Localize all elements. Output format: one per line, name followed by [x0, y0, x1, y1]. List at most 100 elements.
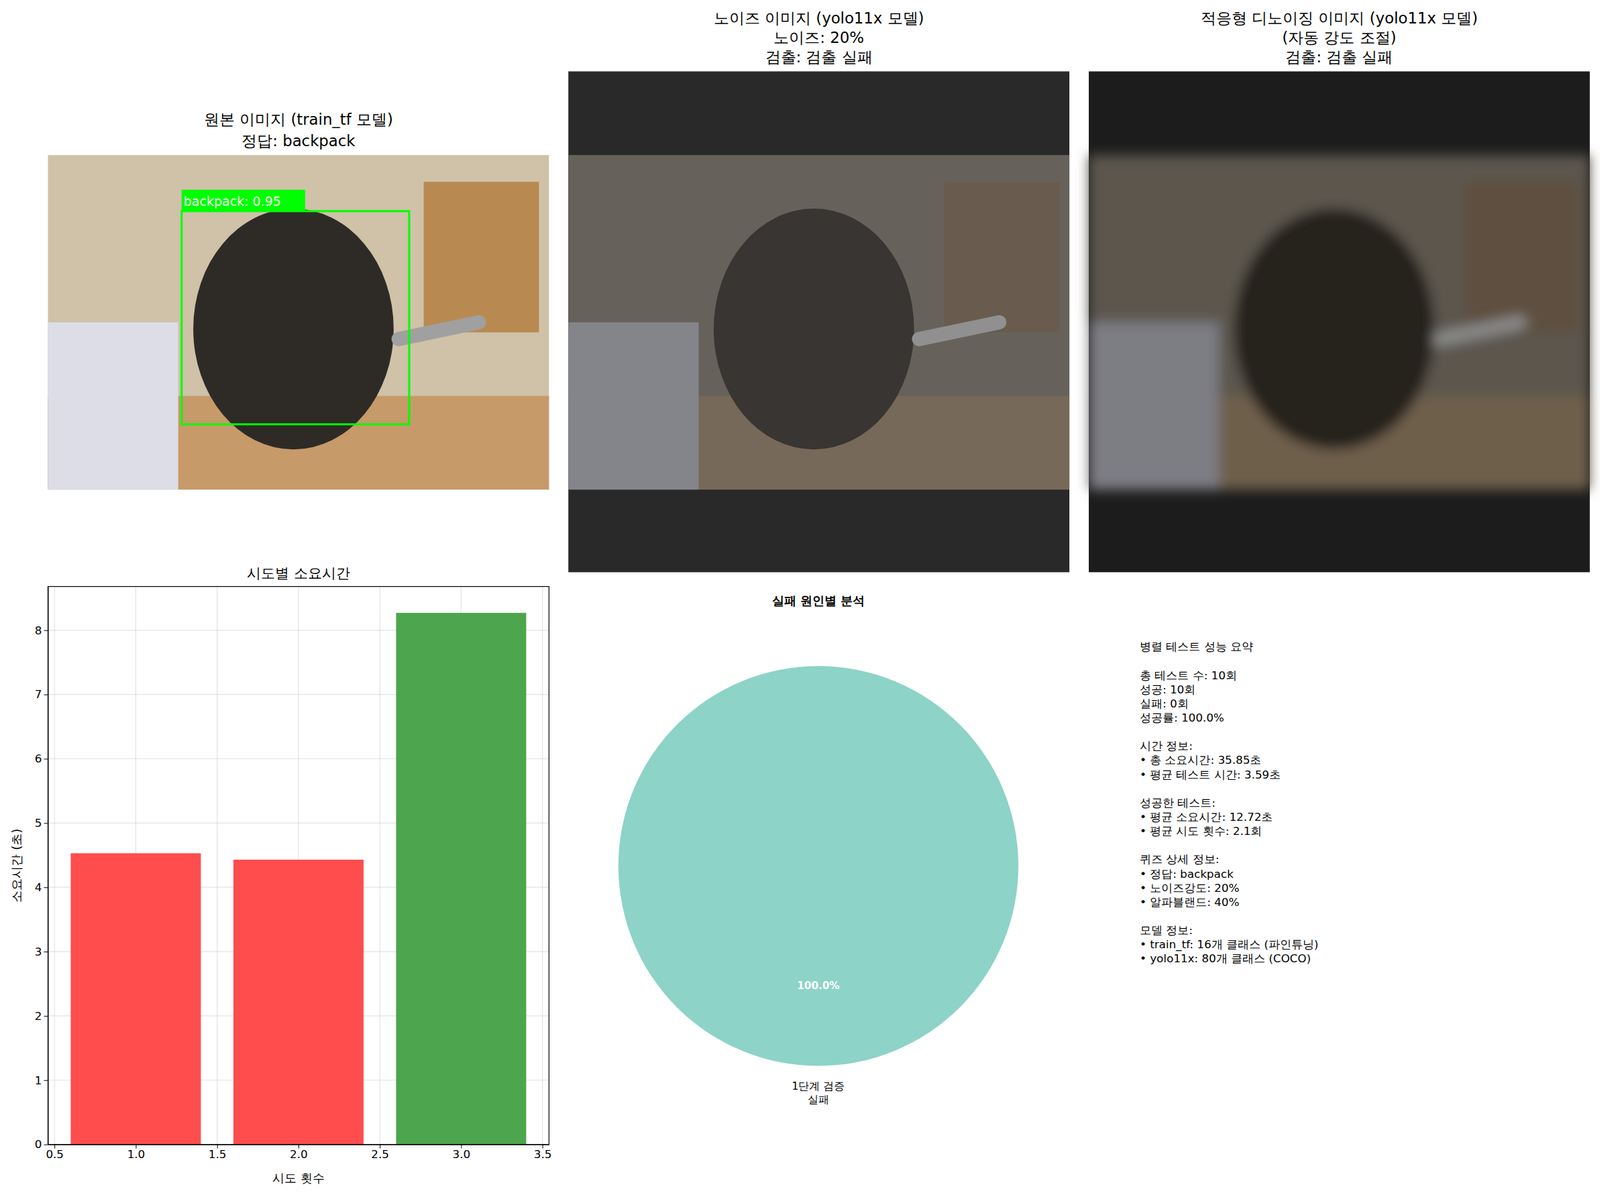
photo-microphone	[1439, 322, 1520, 340]
tick: 3	[34, 945, 49, 959]
y-axis-title: 소요시간 (초)	[9, 829, 24, 903]
tick: 2	[34, 1009, 49, 1024]
tick-mark	[43, 758, 48, 760]
summary-line: 성공: 10회	[1139, 682, 1196, 697]
summary-line: 성공한 테스트:	[1139, 796, 1216, 810]
summary-line: • train_tf: 16개 클래스 (파인튜닝)	[1139, 937, 1319, 952]
tick: 0	[34, 1137, 49, 1152]
box-label: backpack: 0.95	[183, 193, 282, 209]
tick-label: 2.5	[370, 1147, 390, 1162]
photo-books	[47, 322, 178, 490]
image-panel: 노이즈 이미지 (yolo11x 모델)노이즈: 20%검출: 검출 실패	[568, 9, 1070, 573]
bar	[70, 853, 201, 1145]
tick-mark	[43, 1080, 48, 1082]
summary-line: • 평균 테스트 시간: 3.59초	[1139, 768, 1281, 782]
tick-label: 3	[34, 945, 43, 959]
grid	[47, 587, 549, 1146]
photo-noise	[568, 71, 1070, 573]
tick-mark	[43, 951, 48, 953]
tick-mark	[43, 630, 48, 632]
tick-label: 2	[34, 1009, 43, 1024]
tick: 0.5	[45, 1145, 64, 1162]
image-title: 적응형 디노이징 이미지 (yolo11x 모델)(자동 강도 조절)검출: 검…	[1200, 9, 1478, 66]
summary-line: • yolo11x: 80개 클래스 (COCO)	[1139, 951, 1311, 966]
grid-line	[379, 587, 381, 1146]
tick: 5	[34, 816, 49, 830]
x-axis: 0.5 1.0 1.5 2.0 2.5 3.0 3.5	[45, 1145, 552, 1162]
tick: 3.5	[534, 1145, 553, 1162]
category-label: 1단계 검증실패	[791, 1080, 845, 1107]
photo-letterbox	[1088, 71, 1590, 573]
tick: 6	[34, 752, 49, 766]
tick-mark	[43, 1016, 48, 1018]
chart-title: 실패 원인별 분석	[772, 593, 866, 608]
summary-line: • 평균 소요시간: 12.72초	[1139, 810, 1273, 824]
tick: 8	[34, 623, 49, 638]
photo-background	[47, 154, 549, 490]
tick: 4	[34, 880, 49, 895]
pie-chart: 실패 원인별 분석 100.0% 1단계 검증실패	[618, 593, 1019, 1106]
tick: 3.0	[452, 1145, 471, 1162]
summary-line: • 정답: backpack	[1139, 867, 1234, 881]
grid-line	[54, 587, 56, 1146]
summary-line: 병렬 테스트 성능 요약	[1139, 640, 1254, 654]
bars	[70, 613, 526, 1146]
photo-backpack	[1234, 208, 1435, 450]
summary-line: 실패: 0회	[1139, 697, 1189, 711]
tick-label: 2.0	[289, 1147, 308, 1162]
plot-frame	[47, 587, 549, 1146]
background	[0, 0, 1600, 1197]
axis-line	[47, 587, 49, 1146]
tick-mark	[43, 823, 48, 824]
tick-label: 0	[34, 1137, 43, 1152]
x-axis-title: 시도 횟수	[272, 1171, 325, 1186]
summary-line: 퀴즈 상세 정보:	[1139, 852, 1219, 867]
image	[1088, 71, 1590, 573]
image-panel: 적응형 디노이징 이미지 (yolo11x 모델)(자동 강도 조절)검출: 검…	[1088, 9, 1590, 573]
data-label: 100.0%	[796, 980, 840, 993]
photo-letterbox	[568, 71, 1070, 573]
tick-label: 5	[34, 816, 43, 830]
summary-line: • 알파블랜드: 40%	[1139, 895, 1240, 910]
image	[47, 154, 549, 490]
summary-line: 총 테스트 수: 10회	[1139, 668, 1238, 683]
tick-label: 1.5	[208, 1147, 227, 1162]
tick: 1.0	[127, 1145, 146, 1162]
figure: 원본 이미지 (train_tf 모델)정답: backpack backpack…	[0, 0, 1600, 1197]
grid-line	[542, 587, 543, 1146]
bar-chart: 0.5 1.0 1.5 2.0 2.5 3.0 3.5 0 1 2 3 4 5 6 7 8 시도별 소요시간시도…	[9, 564, 553, 1186]
summary-line: • 평균 시도 횟수: 2.1회	[1139, 824, 1262, 838]
grid-line	[216, 587, 218, 1146]
bounding-box	[181, 211, 410, 425]
tick-label: 3.0	[452, 1147, 471, 1162]
image	[568, 71, 1070, 573]
photo-content	[1088, 154, 1590, 490]
photo-background	[1088, 154, 1590, 490]
box-label-background	[181, 189, 306, 212]
pie-slice	[618, 666, 1019, 1066]
tick-label: 4	[34, 880, 43, 895]
photo-microphone	[398, 322, 479, 340]
pie: 100.0% 1단계 검증실패	[618, 666, 1019, 1106]
summary-line: 모델 정보:	[1139, 923, 1193, 938]
tick-label: 1	[34, 1074, 43, 1088]
chart-title: 시도별 소요시간	[246, 564, 351, 582]
tick-mark	[43, 887, 48, 889]
tick-label: 7	[34, 687, 43, 702]
image-title: 원본 이미지 (train_tf 모델)정답: backpack	[203, 110, 394, 150]
image-title: 노이즈 이미지 (yolo11x 모델)노이즈: 20%검출: 검출 실패	[713, 9, 925, 66]
tick-label: 3.5	[534, 1147, 553, 1162]
tick-label: 8	[34, 623, 43, 638]
tick-label: 0.5	[45, 1147, 64, 1162]
summary-line: • 노이즈강도: 20%	[1139, 881, 1240, 895]
photo-backpack	[193, 208, 394, 450]
summary-text: 병렬 테스트 성능 요약총 테스트 수: 10회성공: 10회실패: 0회성공률…	[1139, 640, 1319, 966]
bar	[233, 860, 364, 1146]
y-axis: 0 1 2 3 4 5 6 7 8	[34, 587, 49, 1152]
tick: 1.5	[208, 1145, 227, 1162]
tick-label: 1.0	[127, 1147, 146, 1162]
tick-label: 6	[34, 752, 43, 766]
summary-line: 시간 정보:	[1139, 739, 1193, 753]
tick: 2.0	[289, 1145, 308, 1162]
photo-shelf	[423, 181, 540, 333]
